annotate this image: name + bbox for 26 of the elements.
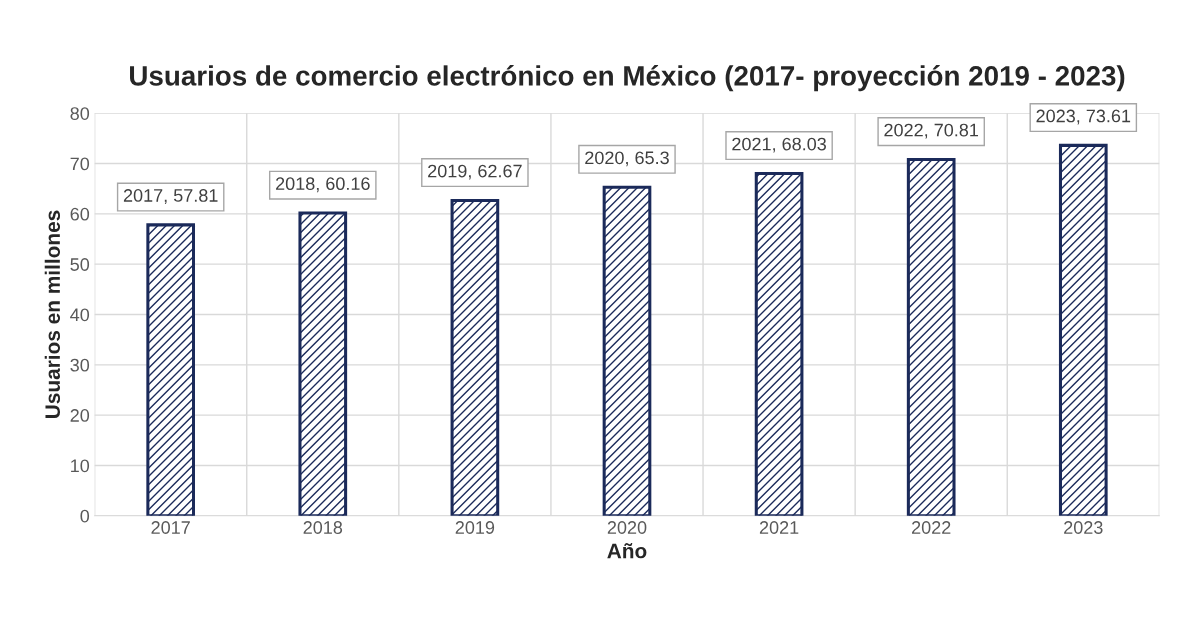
- data-label: 2019, 62.67: [428, 164, 522, 180]
- data-label: 2018, 60.16: [276, 177, 370, 193]
- x-tick-label: 2018: [303, 521, 343, 534]
- data-label: 2017, 57.81: [123, 189, 218, 204]
- x-tick-label: 2022: [912, 521, 951, 534]
- y-tick-label: 60: [70, 207, 90, 221]
- y-tick-label: 40: [70, 308, 90, 322]
- data-label: 2022, 70.81: [884, 123, 978, 139]
- y-tick-label: 20: [70, 409, 90, 422]
- y-axis-title: Usuarios en millones: [44, 210, 61, 419]
- y-tick-label: 80: [70, 107, 90, 120]
- y-tick-label: 50: [70, 258, 90, 271]
- y-tick-label: 0: [80, 509, 90, 523]
- chart-title: Usuarios de comercio electrónico en México (2017- proyección 2019 - 2023): [130, 65, 1125, 92]
- x-tick-label: 2019: [455, 521, 495, 534]
- y-tick-label: 70: [70, 157, 90, 171]
- x-tick-label: 2021: [759, 521, 799, 534]
- y-tick-label: 30: [70, 358, 90, 372]
- x-tick-label: 2017: [151, 521, 190, 534]
- y-tick-label: 10: [71, 459, 90, 473]
- x-tick-label: 2020: [607, 521, 647, 534]
- x-tick-label: 2023: [1064, 521, 1103, 534]
- data-label: 2020, 65.3: [585, 151, 669, 167]
- data-label: 2021, 68.03: [732, 137, 826, 153]
- data-label: 2023, 73.61: [1036, 109, 1131, 125]
- x-axis-title: Año: [607, 543, 647, 559]
